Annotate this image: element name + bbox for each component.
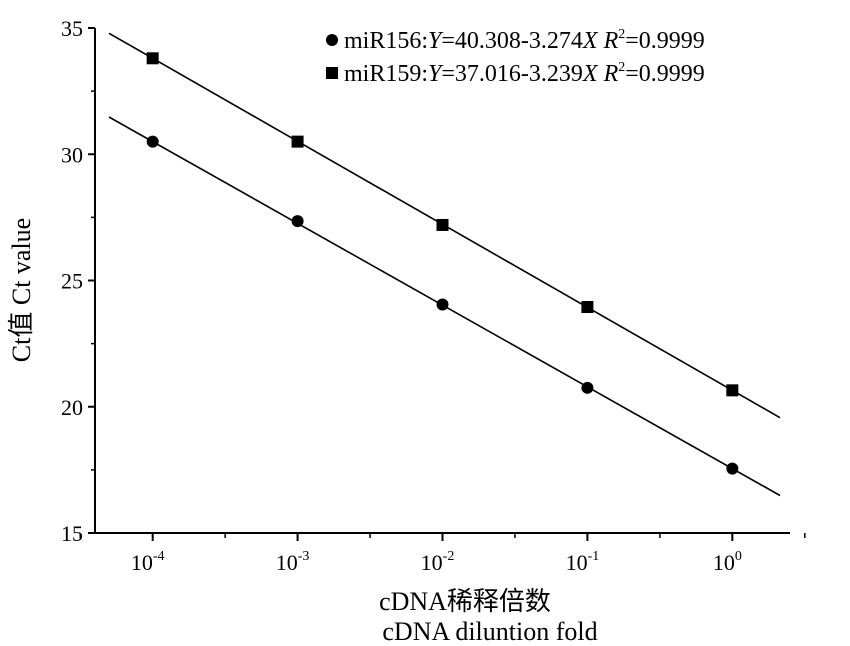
x-tick-label: 100 xyxy=(713,549,742,575)
x-tick-label: 10-4 xyxy=(131,549,165,575)
y-tick-label: 15 xyxy=(61,521,83,546)
y-tick-label: 20 xyxy=(61,395,83,420)
point-mir156 xyxy=(581,381,594,394)
legend-label-mir159: miR159:Y=37.016-3.239X R2=0.9999 xyxy=(344,60,705,87)
y-axis-title: Ct值 Ct value xyxy=(7,218,36,362)
point-mir156 xyxy=(146,135,159,148)
regression-lines xyxy=(108,32,781,497)
x-axis-title-cn: cDNA稀释倍数 xyxy=(379,587,551,616)
point-mir156 xyxy=(436,298,449,311)
y-tick-label: 30 xyxy=(61,142,83,167)
point-mir159 xyxy=(581,301,594,314)
legend-marker-mir156 xyxy=(326,34,338,46)
x-tick-label: 10-2 xyxy=(421,549,455,575)
point-mir156 xyxy=(726,462,739,475)
point-mir159 xyxy=(726,384,739,397)
point-mir159 xyxy=(291,135,304,148)
data-points xyxy=(146,52,739,475)
legend-label-mir156: miR156:Y=40.308-3.274X R2=0.9999 xyxy=(344,27,705,54)
axes: 15 20 25 30 35 10-4 10-3 10-2 10-1 100 xyxy=(61,16,806,575)
point-mir159 xyxy=(146,52,159,65)
legend: miR156:Y=40.308-3.274X R2=0.9999 miR159:Y… xyxy=(326,27,705,87)
y-tick-label: 35 xyxy=(61,16,83,41)
x-tick-label: 10-1 xyxy=(566,549,600,575)
legend-marker-mir159 xyxy=(326,67,338,79)
x-tick-label: 10-3 xyxy=(276,549,310,575)
point-mir159 xyxy=(436,218,449,231)
y-tick-label: 25 xyxy=(61,269,83,294)
x-axis-title-en: cDNA diluntion fold xyxy=(382,617,597,646)
point-mir156 xyxy=(291,215,304,228)
